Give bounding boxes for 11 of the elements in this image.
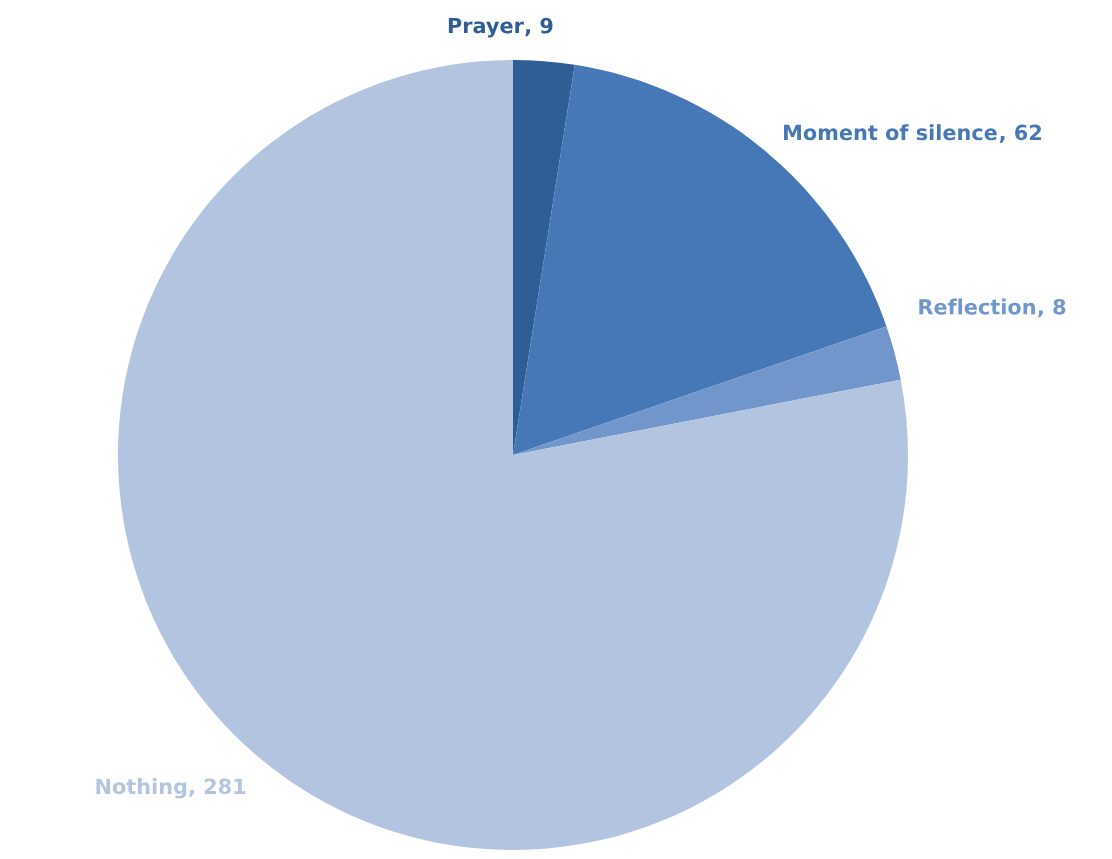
slice-label: Prayer [448,17,524,38]
slice-label: Moment of silence [784,124,997,141]
data-label: , 62 [999,124,1041,143]
slice-label: Reflection [919,298,1035,315]
data-label: , 8 [1038,298,1066,318]
pie-slice [513,64,887,455]
data-label: , 9 [525,17,553,37]
pie-slice [513,326,901,455]
pie-slice [513,60,575,455]
slice-label: Nothing [96,778,187,799]
data-label: , 281 [189,778,246,797]
